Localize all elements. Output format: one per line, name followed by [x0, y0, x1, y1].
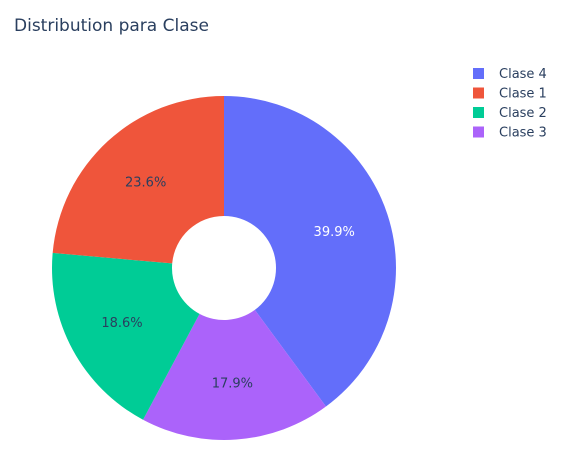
- legend-swatch-clase-2: [473, 107, 484, 118]
- legend-item-clase-2[interactable]: Clase 2: [473, 106, 547, 121]
- legend-swatch-clase-4: [473, 68, 484, 79]
- legend-label-clase-3: Clase 3: [499, 126, 547, 141]
- slice-labels: 39.9% 17.9% 18.6% 23.6%: [101, 175, 355, 391]
- chart-title: Distribution para Clase: [14, 16, 209, 36]
- pie-slice-clase-4[interactable]: [224, 96, 396, 407]
- slice-label-clase-1: 23.6%: [125, 175, 166, 190]
- slice-label-clase-2: 18.6%: [101, 316, 142, 331]
- slice-label-clase-4: 39.9%: [314, 225, 355, 240]
- pie-slice-clase-3[interactable]: [143, 309, 326, 440]
- legend-item-clase-3[interactable]: Clase 3: [473, 126, 547, 141]
- pie-slice-clase-2[interactable]: [51, 252, 200, 420]
- legend-label-clase-4: Clase 4: [499, 67, 547, 82]
- pie-slice-clase-1[interactable]: [52, 96, 224, 264]
- pie-slices: [51, 96, 396, 440]
- legend-swatch-clase-1: [473, 87, 484, 99]
- legend-item-clase-4[interactable]: Clase 4: [473, 67, 547, 82]
- legend-item-clase-1[interactable]: Clase 1: [473, 87, 547, 102]
- legend: Clase 4 Clase 1 Clase 2 Clase 3: [473, 67, 547, 141]
- legend-label-clase-2: Clase 2: [499, 106, 547, 121]
- legend-swatch-clase-3: [473, 126, 484, 138]
- slice-label-clase-3: 17.9%: [212, 377, 253, 392]
- legend-label-clase-1: Clase 1: [499, 87, 547, 102]
